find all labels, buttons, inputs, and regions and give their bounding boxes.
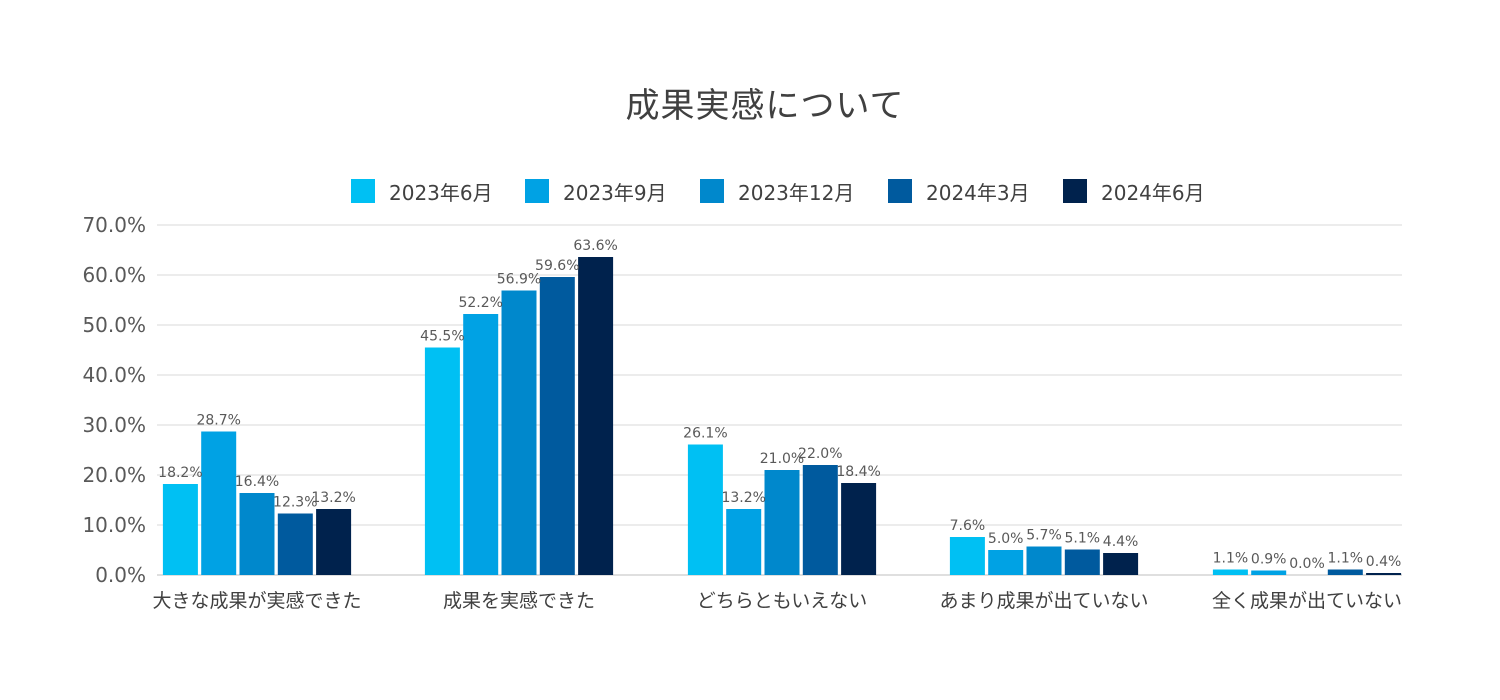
data-label: 18.2% — [158, 465, 202, 481]
bar — [162, 484, 198, 575]
bar — [239, 493, 275, 575]
bar — [463, 314, 499, 575]
data-label: 5.7% — [1026, 528, 1062, 544]
legend-swatch — [1063, 179, 1087, 203]
data-label: 59.6% — [535, 258, 579, 274]
data-label: 1.1% — [1328, 551, 1364, 567]
bar — [277, 513, 313, 575]
y-tick-label: 30.0% — [82, 413, 146, 437]
category-label: 成果を実感できた — [443, 590, 595, 612]
legend-item: 2024年3月 — [888, 176, 1030, 206]
data-label: 12.3% — [273, 495, 317, 511]
bar — [1251, 570, 1287, 575]
bar — [1026, 546, 1062, 575]
data-label: 52.2% — [458, 295, 502, 311]
legend-swatch — [351, 179, 375, 203]
data-label: 26.1% — [683, 426, 727, 442]
data-label: 0.4% — [1366, 554, 1402, 570]
data-label: 13.2% — [721, 490, 765, 506]
data-label: 5.1% — [1065, 531, 1101, 547]
bar — [687, 444, 723, 575]
chart-title: 成果実感について — [625, 86, 905, 126]
legend-label: 2024年3月 — [926, 180, 1030, 205]
bar — [501, 290, 537, 575]
y-tick-label: 50.0% — [82, 313, 146, 337]
bars — [162, 257, 1402, 575]
data-label: 28.7% — [196, 413, 240, 429]
legend-swatch — [525, 179, 549, 203]
legend-item: 2023年6月 — [351, 176, 493, 206]
data-label: 16.4% — [235, 474, 279, 490]
y-tick-label: 20.0% — [82, 463, 146, 487]
bar — [949, 537, 985, 575]
category-label: どちらともいえない — [697, 590, 868, 612]
bar — [316, 509, 352, 575]
data-label: 21.0% — [760, 451, 804, 467]
bar — [201, 431, 237, 575]
data-label: 1.1% — [1213, 551, 1249, 567]
category-label: 全く成果が出ていない — [1212, 590, 1402, 612]
category-label: 大きな成果が実感できた — [152, 590, 361, 612]
data-label: 0.0% — [1289, 556, 1325, 572]
bar — [1366, 573, 1402, 575]
data-label: 45.5% — [420, 329, 464, 345]
data-label: 56.9% — [497, 272, 541, 288]
legend-label: 2023年9月 — [563, 180, 667, 205]
y-axis-ticks: 0.0% 10.0% 20.0% 30.0% 40.0% 50.0% 60.0% 70.0% — [82, 213, 146, 587]
bar — [1212, 569, 1248, 575]
legend-swatch — [888, 179, 912, 203]
bar — [1327, 569, 1363, 575]
data-label: 63.6% — [573, 238, 617, 254]
bar — [802, 465, 838, 575]
y-tick-label: 70.0% — [82, 213, 146, 237]
legend-swatch — [700, 179, 724, 203]
legend-item: 2023年9月 — [525, 176, 667, 206]
bar — [539, 277, 575, 575]
bar — [1103, 553, 1139, 575]
data-label: 4.4% — [1103, 534, 1139, 550]
legend-item: 2023年12月 — [700, 176, 854, 206]
legend-label: 2023年6月 — [389, 180, 493, 205]
legend-label: 2024年6月 — [1101, 180, 1205, 205]
bar — [578, 257, 614, 575]
legend-item: 2024年6月 — [1063, 176, 1205, 206]
y-tick-label: 0.0% — [95, 563, 146, 587]
bar — [1064, 549, 1100, 575]
bar — [424, 347, 460, 575]
bar — [726, 509, 762, 575]
data-labels: 18.2% 45.5% 26.1% 7.6% 1.1% 28.7% 52.2% 13.2% 5.… — [158, 238, 1401, 572]
legend-label: 2023年12月 — [738, 180, 855, 205]
data-label: 22.0% — [798, 446, 842, 462]
data-label: 5.0% — [988, 531, 1024, 547]
data-label: 0.9% — [1251, 552, 1287, 568]
y-tick-label: 40.0% — [82, 363, 146, 387]
category-label: あまり成果が出ていない — [939, 590, 1148, 612]
bar — [841, 483, 877, 575]
bar — [764, 470, 800, 575]
data-label: 18.4% — [836, 464, 880, 480]
y-tick-label: 60.0% — [82, 263, 146, 287]
bar — [988, 550, 1024, 575]
category-labels: 大きな成果が実感できた 成果を実感できた どちらともいえない あまり成果が出ていない 全… — [152, 590, 1402, 612]
y-tick-label: 10.0% — [82, 513, 146, 537]
data-label: 13.2% — [311, 490, 355, 506]
data-label: 7.6% — [950, 518, 986, 534]
legend: 2023年6月 2023年9月 2023年12月 2024年3月 2024年6月 — [0, 176, 1500, 206]
